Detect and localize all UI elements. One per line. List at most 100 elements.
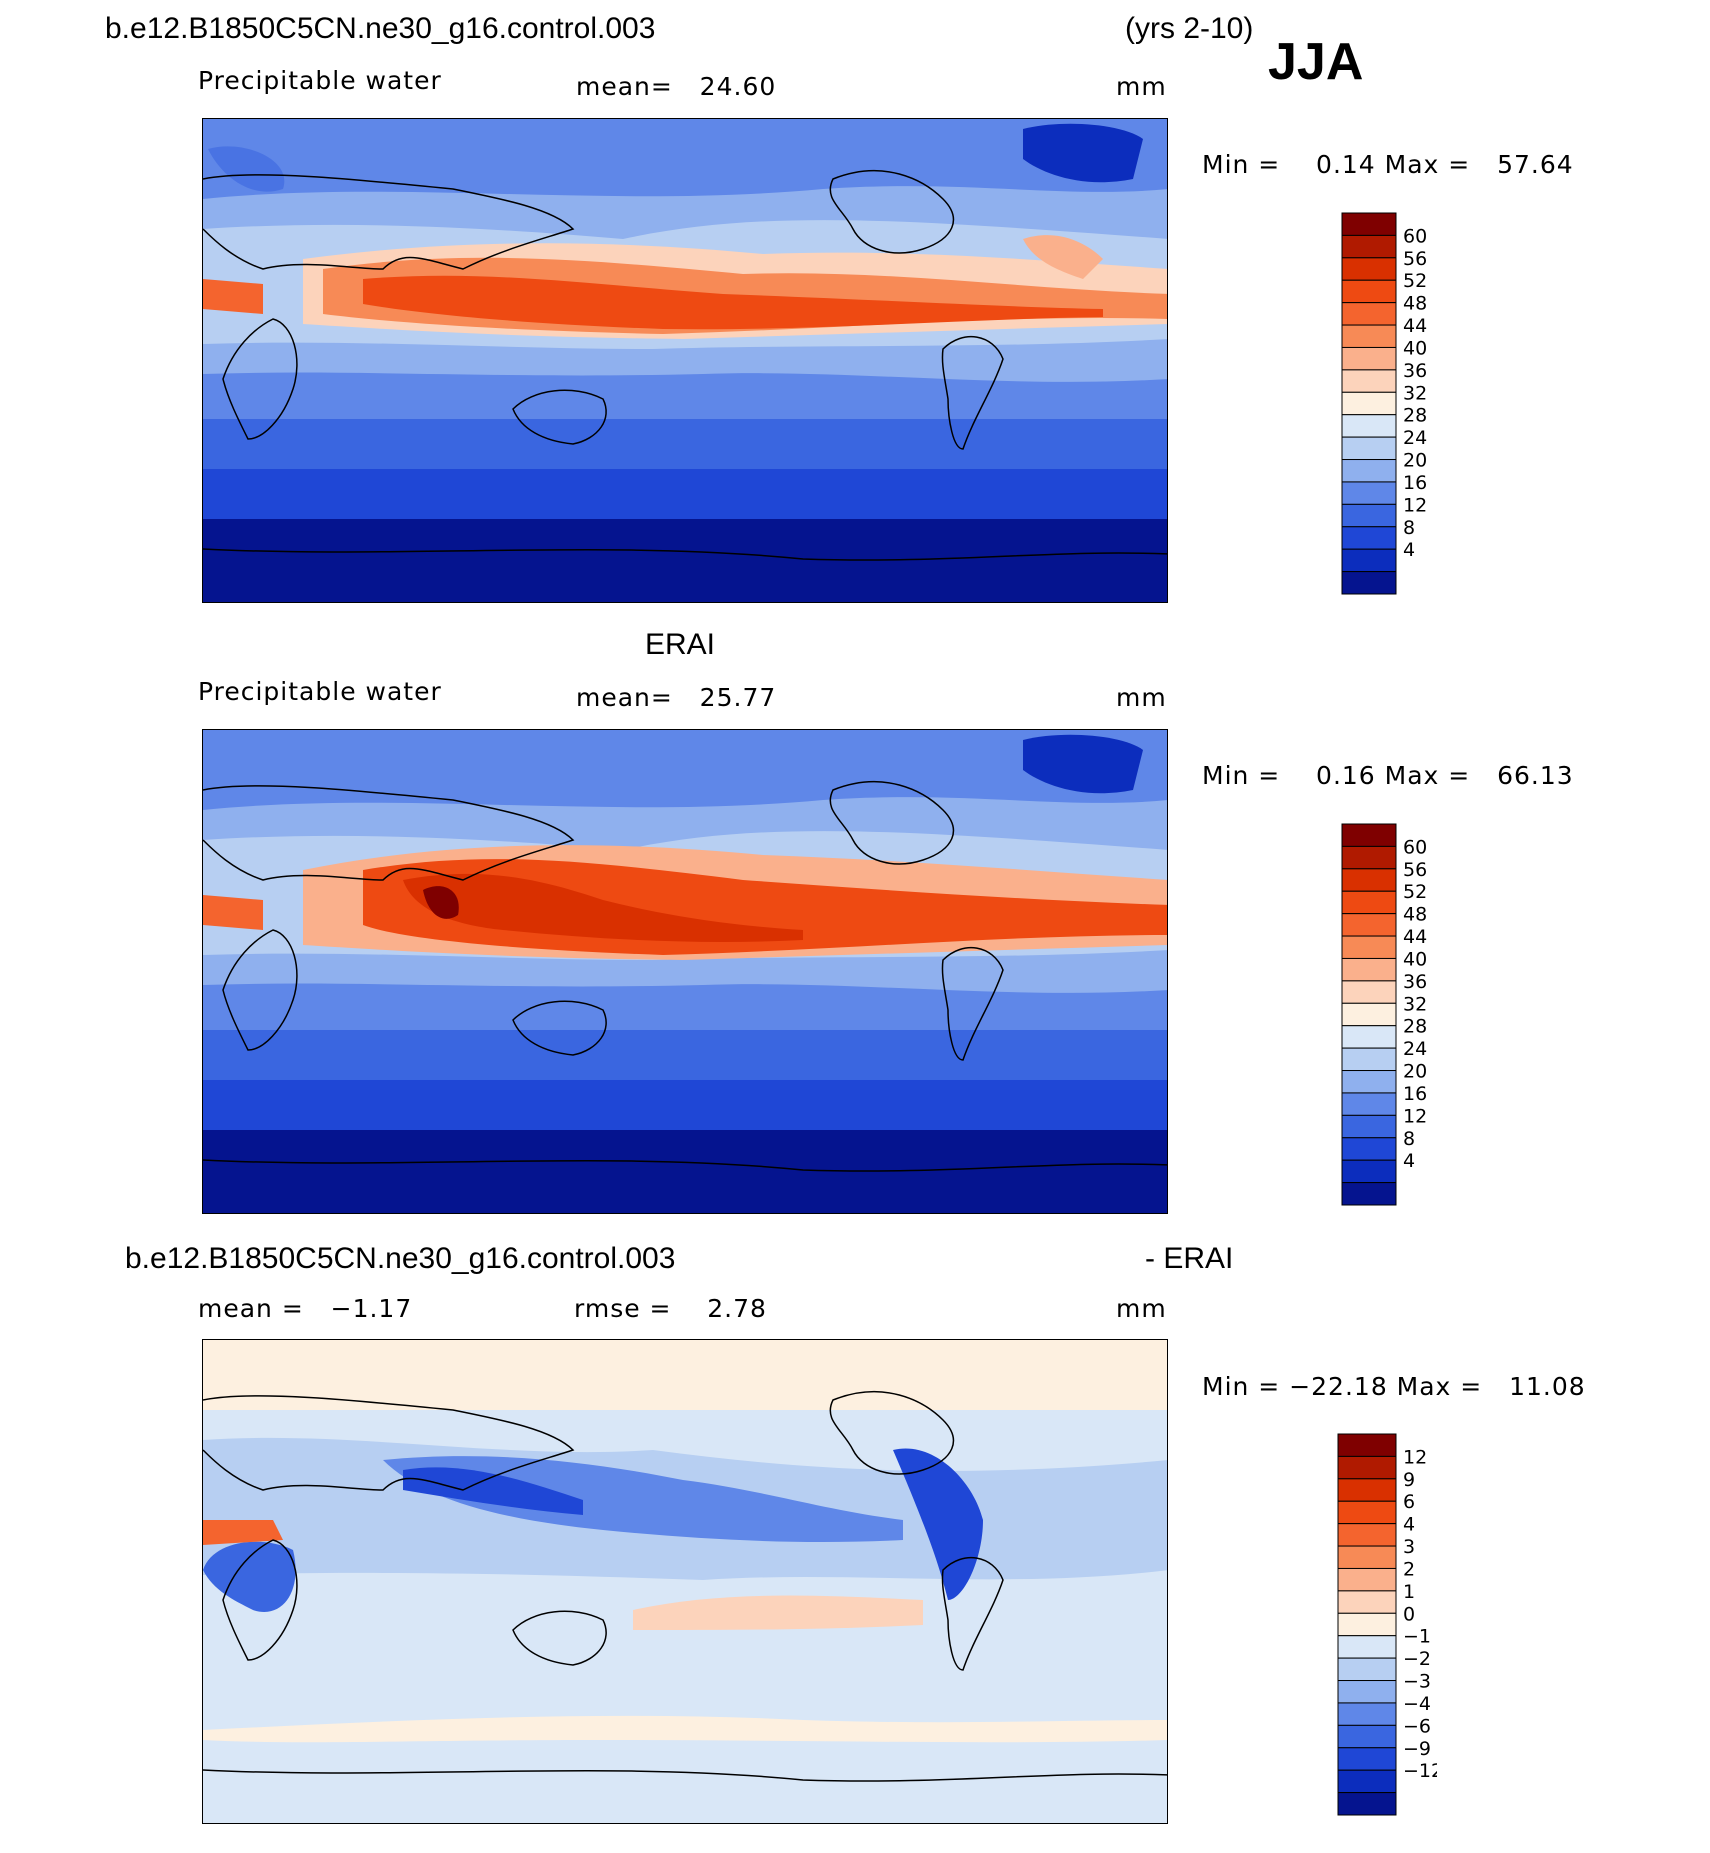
diff-colorbar-swatch (1337, 1769, 1397, 1794)
erai-precipitable-water-map (202, 729, 1168, 1214)
obs-colorbar-tick-label: 48 (1403, 904, 1427, 926)
obs-colorbar-swatch (1341, 868, 1397, 892)
obs-colorbar-swatch (1341, 935, 1397, 959)
obs-colorbar-swatch (1341, 823, 1397, 847)
model-colorbar-tick-label: 8 (1403, 517, 1415, 539)
obs-colorbar-tick-label: 16 (1403, 1083, 1427, 1105)
panel3-units: mm (1116, 1294, 1167, 1323)
diff-colorbar-tick-label: 1 (1403, 1581, 1415, 1603)
diff-colorbar-swatch (1337, 1478, 1397, 1502)
obs-colorbar-tick-label: 12 (1403, 1105, 1427, 1127)
obs-colorbar-swatch (1341, 1137, 1397, 1161)
model-colorbar-swatch (1341, 234, 1397, 259)
model-colorbar-tick-label: 48 (1403, 293, 1427, 315)
model-colorbar-swatch (1341, 369, 1397, 393)
model-colorbar-tick-label: 20 (1403, 450, 1427, 472)
model-precipitable-water-map (202, 118, 1168, 603)
model-colorbar-tick-label: 56 (1403, 248, 1427, 270)
diff-colorbar-tick-label: 2 (1403, 1558, 1415, 1580)
season-label: JJA (1268, 33, 1364, 91)
diff-colorbar-swatch (1337, 1702, 1397, 1726)
panel1-variable-label: Precipitable water (198, 66, 442, 95)
obs-colorbar-swatch (1341, 1159, 1397, 1184)
obs-colorbar-swatch (1341, 890, 1397, 915)
diff-colorbar-tick-label: −3 (1403, 1671, 1431, 1693)
obs-colorbar-swatch (1341, 1182, 1397, 1206)
obs-title: ERAI (645, 628, 716, 661)
panel3-rmse-label: rmse = 2.78 (574, 1294, 767, 1323)
model-colorbar-swatch (1341, 212, 1397, 236)
diff-colorbar-swatch (1337, 1747, 1397, 1771)
diff-colorbar-swatch (1337, 1792, 1397, 1816)
diff-colorbar-swatch (1337, 1500, 1397, 1525)
diff-colorbar-swatch (1337, 1724, 1397, 1749)
model-colorbar-tick-label: 24 (1403, 427, 1427, 449)
obs-colorbar-tick-label: 28 (1403, 1016, 1427, 1038)
diff-colorbar-swatch (1337, 1433, 1397, 1457)
diff-colorbar-tick-label: −4 (1403, 1693, 1431, 1715)
diff-colorbar-tick-label: −2 (1403, 1648, 1431, 1670)
diff-colorbar-tick-label: 6 (1403, 1491, 1415, 1513)
obs-colorbar-tick-label: 32 (1403, 993, 1427, 1015)
model-colorbar-swatch (1341, 526, 1397, 550)
model-colorbar-swatch (1341, 324, 1397, 348)
model-colorbar-tick-label: 32 (1403, 382, 1427, 404)
model-colorbar-swatch (1341, 481, 1397, 505)
diff-colorbar-tick-label: −12 (1403, 1760, 1437, 1782)
model-colorbar-tick-label: 36 (1403, 360, 1427, 382)
model-colorbar-swatch (1341, 459, 1397, 483)
model-colorbar-swatch (1341, 257, 1397, 281)
diff-colorbar-swatch (1337, 1455, 1397, 1480)
model-colorbar-tick-label: 44 (1403, 315, 1427, 337)
model-colorbar-swatch (1341, 436, 1397, 461)
model-colorbar-swatch (1341, 503, 1397, 528)
panel2-units: mm (1116, 683, 1167, 712)
diff-colorbar-tick-label: 4 (1403, 1514, 1415, 1536)
model-colorbar-tick-label: 28 (1403, 405, 1427, 427)
model-colorbar-swatch (1341, 571, 1397, 595)
obs-colorbar-tick-label: 60 (1403, 836, 1427, 858)
obs-colorbar-tick-label: 24 (1403, 1038, 1427, 1060)
obs-colorbar-swatch (1341, 980, 1397, 1004)
panel3-minmax: Min = −22.18 Max = 11.08 (1202, 1372, 1586, 1401)
obs-colorbar-swatch (1341, 913, 1397, 937)
diff-colorbar-swatch (1337, 1545, 1397, 1569)
obs-colorbar-swatch (1341, 845, 1397, 870)
obs-colorbar-swatch (1341, 1025, 1397, 1049)
diff-colorbar-tick-label: 12 (1403, 1446, 1427, 1468)
difference-map (202, 1339, 1168, 1824)
obs-colorbar-swatch (1341, 1070, 1397, 1094)
obs-colorbar-tick-label: 4 (1403, 1150, 1415, 1172)
model-colorbar-tick-label: 4 (1403, 539, 1415, 561)
diff-colorbar-tick-label: −1 (1403, 1626, 1431, 1648)
panel3-mean-label: mean = −1.17 (198, 1294, 413, 1323)
obs-colorbar-tick-label: 8 (1403, 1128, 1415, 1150)
obs-colorbar-tick-label: 36 (1403, 971, 1427, 993)
model-colorbar-swatch (1341, 391, 1397, 416)
obs-colorbar-swatch (1341, 1002, 1397, 1027)
obs-colorbar-swatch (1341, 957, 1397, 982)
diff-colorbar-tick-label: −9 (1403, 1738, 1431, 1760)
obs-colorbar-swatch (1341, 1092, 1397, 1116)
diff-colorbar-tick-label: 3 (1403, 1536, 1415, 1558)
model-colorbar-tick-label: 16 (1403, 472, 1427, 494)
model-colorbar-swatch (1341, 548, 1397, 573)
diff-colorbar-tick-label: 9 (1403, 1469, 1415, 1491)
diff-colorbar-tick-label: 0 (1403, 1603, 1415, 1625)
diff-colorbar-swatch (1337, 1567, 1397, 1592)
panel2-minmax: Min = 0.16 Max = 66.13 (1202, 761, 1574, 790)
diff-colorbar-tick-label: −6 (1403, 1715, 1431, 1737)
obs-colorbar-tick-label: 56 (1403, 859, 1427, 881)
model-colorbar-swatch (1341, 414, 1397, 438)
panel1-minmax: Min = 0.14 Max = 57.64 (1202, 150, 1574, 179)
diff-colorbar-swatch (1337, 1635, 1397, 1659)
obs-colorbar-tick-label: 40 (1403, 948, 1427, 970)
model-colorbar-tick-label: 60 (1403, 225, 1427, 247)
diff-title-right: - ERAI (1145, 1242, 1234, 1275)
obs-colorbar-tick-label: 52 (1403, 881, 1427, 903)
case-title: b.e12.B1850C5CN.ne30_g16.control.003 (105, 12, 656, 45)
obs-colorbar-tick-label: 44 (1403, 926, 1427, 948)
